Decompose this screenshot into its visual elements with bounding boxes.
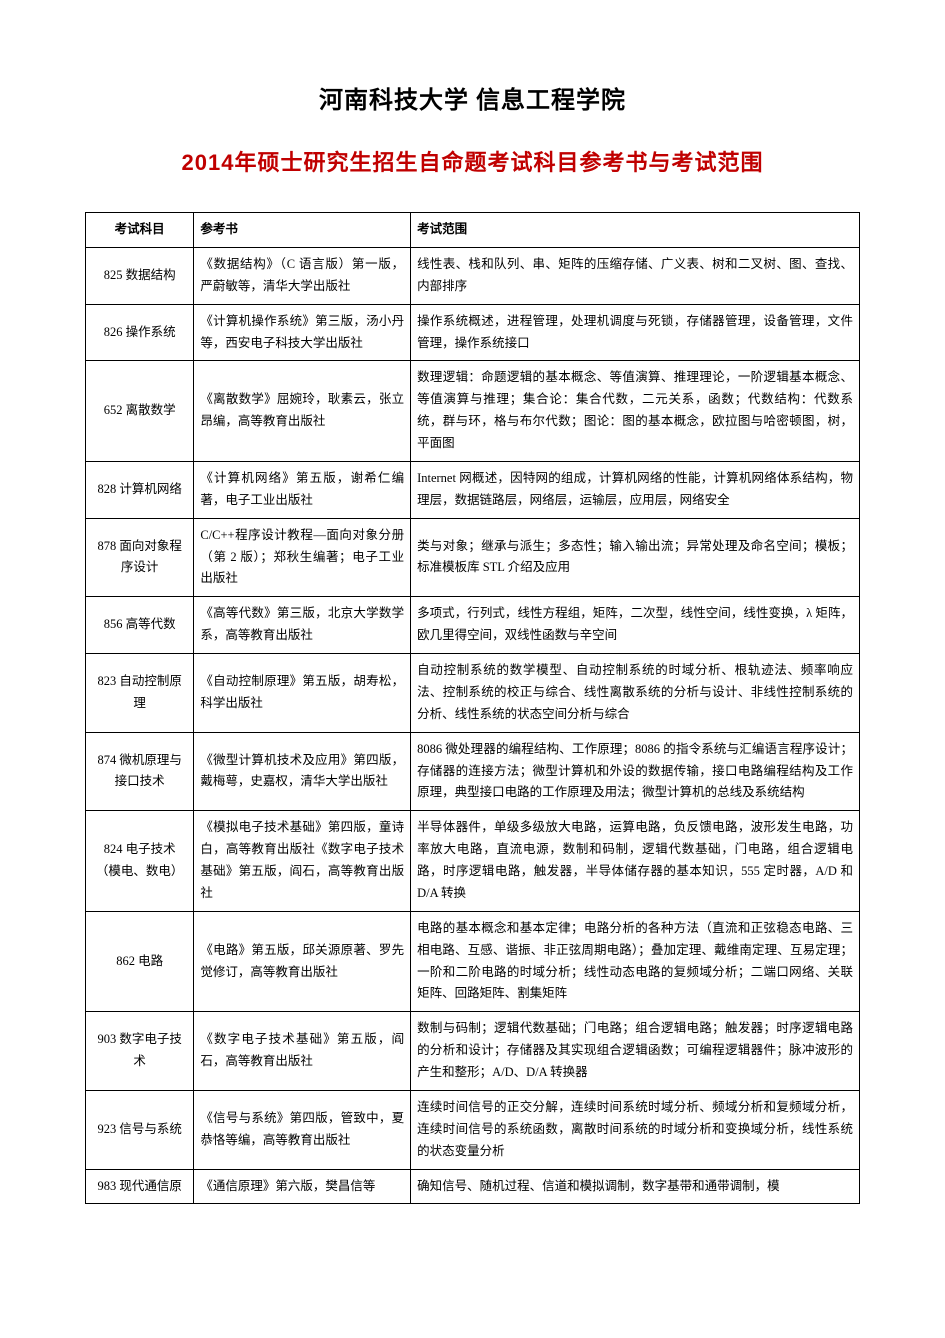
table-row: 826 操作系统《计算机操作系统》第三版，汤小丹等，西安电子科技大学出版社操作系… bbox=[86, 304, 860, 361]
cell-scope: 类与对象；继承与派生；多态性；输入输出流；异常处理及命名空间；模板；标准模板库 … bbox=[411, 518, 860, 597]
table-row: 828 计算机网络《计算机网络》第五版，谢希仁编著，电子工业出版社Interne… bbox=[86, 461, 860, 518]
column-header-book: 参考书 bbox=[194, 213, 411, 248]
table-row: 923 信号与系统《信号与系统》第四版，管致中，夏恭恪等编，高等教育出版社连续时… bbox=[86, 1090, 860, 1169]
cell-scope: 确知信号、随机过程、信道和模拟调制，数字基带和通带调制，模 bbox=[411, 1169, 860, 1204]
table-row: 903 数字电子技术《数字电子技术基础》第五版，阎石，高等教育出版社数制与码制；… bbox=[86, 1012, 860, 1091]
document-title-school: 河南科技大学 信息工程学院 bbox=[85, 80, 860, 115]
cell-subject: 823 自动控制原理 bbox=[86, 654, 194, 733]
cell-book: 《计算机操作系统》第三版，汤小丹等，西安电子科技大学出版社 bbox=[194, 304, 411, 361]
table-row: 824 电子技术（模电、数电）《模拟电子技术基础》第四版，童诗白，高等教育出版社… bbox=[86, 811, 860, 912]
table-row: 878 面向对象程序设计C/C++程序设计教程—面向对象分册（第 2 版）；郑秋… bbox=[86, 518, 860, 597]
document-title-topic: 2014年硕士研究生招生自命题考试科目参考书与考试范围 bbox=[85, 145, 860, 177]
exam-reference-table: 考试科目 参考书 考试范围 825 数据结构《数据结构》（C 语言版）第一版，严… bbox=[85, 212, 860, 1204]
table-row: 823 自动控制原理《自动控制原理》第五版，胡寿松，科学出版社自动控制系统的数学… bbox=[86, 654, 860, 733]
cell-scope: 电路的基本概念和基本定律；电路分析的各种方法（直流和正弦稳态电路、三相电路、互感… bbox=[411, 911, 860, 1012]
table-row: 856 高等代数《高等代数》第三版，北京大学数学系，高等教育出版社多项式，行列式… bbox=[86, 597, 860, 654]
cell-scope: 多项式，行列式，线性方程组，矩阵，二次型，线性空间，线性变换，λ 矩阵，欧几里得… bbox=[411, 597, 860, 654]
cell-subject: 862 电路 bbox=[86, 911, 194, 1012]
table-row: 983 现代通信原《通信原理》第六版，樊昌信等确知信号、随机过程、信道和模拟调制… bbox=[86, 1169, 860, 1204]
cell-scope: 连续时间信号的正交分解，连续时间系统时域分析、频域分析和复频域分析，连续时间信号… bbox=[411, 1090, 860, 1169]
cell-subject: 825 数据结构 bbox=[86, 247, 194, 304]
column-header-scope: 考试范围 bbox=[411, 213, 860, 248]
cell-subject: 824 电子技术（模电、数电） bbox=[86, 811, 194, 912]
cell-scope: 操作系统概述，进程管理，处理机调度与死锁，存储器管理，设备管理，文件管理，操作系… bbox=[411, 304, 860, 361]
cell-subject: 652 离散数学 bbox=[86, 361, 194, 462]
cell-subject: 983 现代通信原 bbox=[86, 1169, 194, 1204]
document-title-rest: 年硕士研究生招生自命题考试科目参考书与考试范围 bbox=[234, 150, 763, 175]
cell-subject: 878 面向对象程序设计 bbox=[86, 518, 194, 597]
table-row: 874 微机原理与接口技术《微型计算机技术及应用》第四版，戴梅萼，史嘉权，清华大… bbox=[86, 732, 860, 811]
cell-book: 《电路》第五版，邱关源原著、罗先觉修订，高等教育出版社 bbox=[194, 911, 411, 1012]
cell-book: 《高等代数》第三版，北京大学数学系，高等教育出版社 bbox=[194, 597, 411, 654]
cell-book: 《数字电子技术基础》第五版，阎石，高等教育出版社 bbox=[194, 1012, 411, 1091]
cell-book: 《微型计算机技术及应用》第四版，戴梅萼，史嘉权，清华大学出版社 bbox=[194, 732, 411, 811]
cell-scope: 8086 微处理器的编程结构、工作原理；8086 的指令系统与汇编语言程序设计；… bbox=[411, 732, 860, 811]
cell-book: 《自动控制原理》第五版，胡寿松，科学出版社 bbox=[194, 654, 411, 733]
cell-scope: 线性表、栈和队列、串、矩阵的压缩存储、广义表、树和二叉树、图、查找、内部排序 bbox=[411, 247, 860, 304]
table-row: 862 电路《电路》第五版，邱关源原著、罗先觉修订，高等教育出版社电路的基本概念… bbox=[86, 911, 860, 1012]
cell-subject: 874 微机原理与接口技术 bbox=[86, 732, 194, 811]
cell-book: 《计算机网络》第五版，谢希仁编著，电子工业出版社 bbox=[194, 461, 411, 518]
cell-book: 《通信原理》第六版，樊昌信等 bbox=[194, 1169, 411, 1204]
table-header-row: 考试科目 参考书 考试范围 bbox=[86, 213, 860, 248]
cell-subject: 903 数字电子技术 bbox=[86, 1012, 194, 1091]
cell-subject: 923 信号与系统 bbox=[86, 1090, 194, 1169]
cell-scope: Internet 网概述，因特网的组成，计算机网络的性能，计算机网络体系结构，物… bbox=[411, 461, 860, 518]
document-year: 2014 bbox=[182, 150, 235, 175]
cell-book: 《数据结构》（C 语言版）第一版，严蔚敏等，清华大学出版社 bbox=[194, 247, 411, 304]
cell-scope: 半导体器件，单级多级放大电路，运算电路，负反馈电路，波形发生电路，功率放大电路，… bbox=[411, 811, 860, 912]
cell-book: 《信号与系统》第四版，管致中，夏恭恪等编，高等教育出版社 bbox=[194, 1090, 411, 1169]
cell-book: 《离散数学》屈婉玲，耿素云，张立昂编，高等教育出版社 bbox=[194, 361, 411, 462]
cell-scope: 自动控制系统的数学模型、自动控制系统的时域分析、根轨迹法、频率响应法、控制系统的… bbox=[411, 654, 860, 733]
cell-book: C/C++程序设计教程—面向对象分册（第 2 版）；郑秋生编著；电子工业出版社 bbox=[194, 518, 411, 597]
cell-scope: 数制与码制；逻辑代数基础；门电路；组合逻辑电路；触发器；时序逻辑电路的分析和设计… bbox=[411, 1012, 860, 1091]
cell-subject: 856 高等代数 bbox=[86, 597, 194, 654]
cell-book: 《模拟电子技术基础》第四版，童诗白，高等教育出版社《数字电子技术基础》第五版，阎… bbox=[194, 811, 411, 912]
cell-scope: 数理逻辑：命题逻辑的基本概念、等值演算、推理理论，一阶逻辑基本概念、等值演算与推… bbox=[411, 361, 860, 462]
cell-subject: 826 操作系统 bbox=[86, 304, 194, 361]
table-row: 825 数据结构《数据结构》（C 语言版）第一版，严蔚敏等，清华大学出版社线性表… bbox=[86, 247, 860, 304]
table-row: 652 离散数学《离散数学》屈婉玲，耿素云，张立昂编，高等教育出版社数理逻辑：命… bbox=[86, 361, 860, 462]
cell-subject: 828 计算机网络 bbox=[86, 461, 194, 518]
column-header-subject: 考试科目 bbox=[86, 213, 194, 248]
